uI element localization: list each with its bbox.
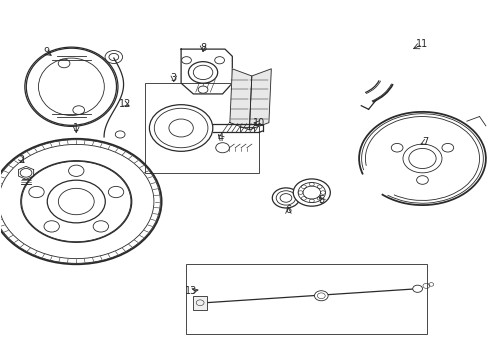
Circle shape xyxy=(93,221,108,232)
Text: 12: 12 xyxy=(119,99,131,109)
Polygon shape xyxy=(249,69,271,130)
Circle shape xyxy=(358,112,485,205)
Circle shape xyxy=(441,143,453,152)
Circle shape xyxy=(293,179,330,206)
Circle shape xyxy=(408,148,435,168)
Circle shape xyxy=(44,221,59,232)
Circle shape xyxy=(181,57,191,64)
Circle shape xyxy=(416,176,427,184)
Text: 6: 6 xyxy=(285,206,291,216)
Text: 3: 3 xyxy=(170,73,177,83)
Ellipse shape xyxy=(39,58,104,116)
Circle shape xyxy=(29,186,44,198)
Text: 5: 5 xyxy=(318,195,324,205)
Circle shape xyxy=(188,62,217,83)
Text: 7: 7 xyxy=(421,138,427,147)
Circle shape xyxy=(390,143,402,152)
Circle shape xyxy=(168,119,193,137)
Text: 2: 2 xyxy=(19,154,25,165)
Text: 11: 11 xyxy=(415,40,427,49)
Circle shape xyxy=(314,291,327,301)
Circle shape xyxy=(26,54,116,120)
Bar xyxy=(193,296,206,310)
Circle shape xyxy=(412,285,422,292)
Circle shape xyxy=(214,57,224,64)
Circle shape xyxy=(68,165,84,176)
Bar xyxy=(185,264,427,334)
Circle shape xyxy=(0,139,161,264)
Text: 10: 10 xyxy=(252,118,264,128)
Polygon shape xyxy=(229,69,251,130)
Text: 4: 4 xyxy=(218,133,224,143)
Text: 1: 1 xyxy=(73,123,79,133)
Circle shape xyxy=(300,37,397,108)
Circle shape xyxy=(198,86,207,93)
Circle shape xyxy=(149,105,212,151)
Text: 9: 9 xyxy=(43,47,49,57)
Bar xyxy=(144,83,259,173)
Circle shape xyxy=(108,186,123,198)
Circle shape xyxy=(47,180,105,223)
Circle shape xyxy=(272,188,299,208)
Text: 13: 13 xyxy=(184,286,197,296)
Text: 8: 8 xyxy=(200,43,206,53)
